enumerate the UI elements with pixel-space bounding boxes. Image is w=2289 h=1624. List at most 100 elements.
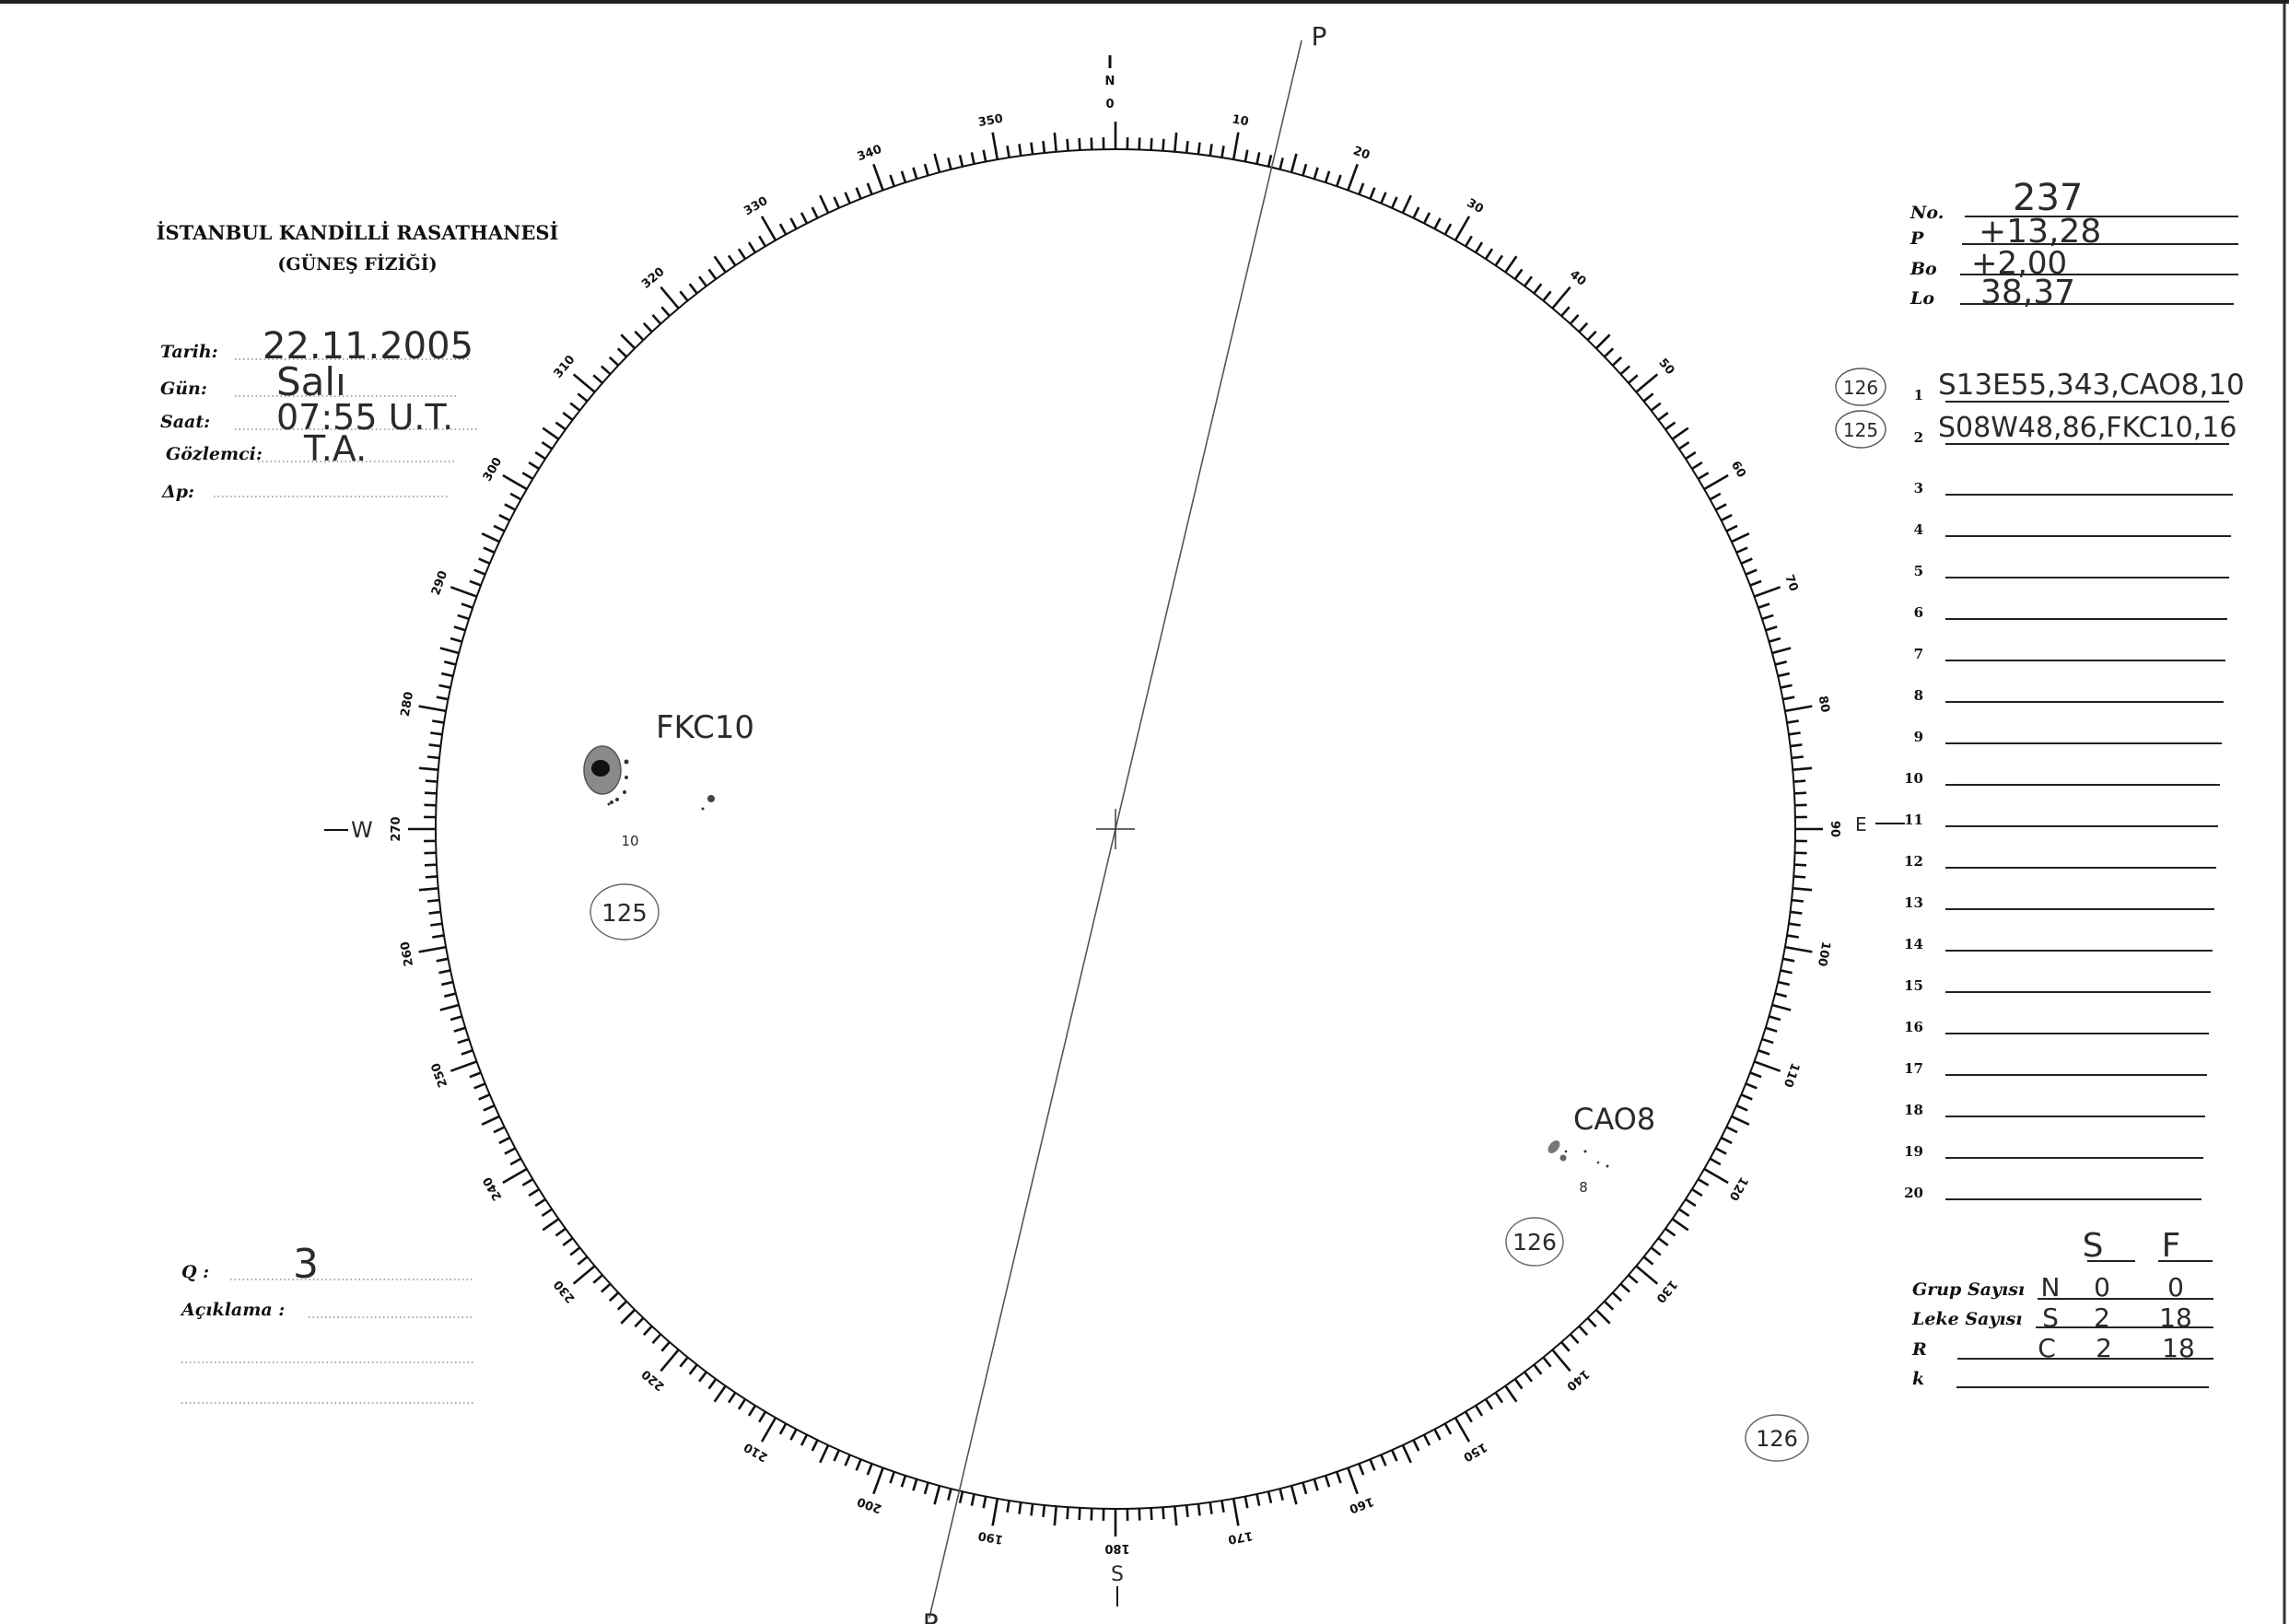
r-s[interactable]: 2	[2096, 1333, 2112, 1363]
scale-tick	[835, 197, 839, 208]
scale-tick	[1636, 1266, 1657, 1283]
scale-tick	[1455, 216, 1469, 240]
scale-tick	[494, 1127, 505, 1133]
p-axis-label-top: P	[1311, 21, 1326, 52]
scale-label: 140	[1563, 1366, 1591, 1393]
scale-label: 40	[1567, 268, 1589, 289]
scale-tick	[479, 1094, 490, 1099]
scale-tick	[503, 1169, 527, 1183]
r-prefix[interactable]: C	[2038, 1333, 2056, 1363]
scale-label: 90	[1828, 821, 1841, 837]
scale-tick	[578, 393, 587, 401]
scale-tick	[426, 876, 438, 877]
scale-tick	[438, 970, 450, 973]
quality-label: Q :	[181, 1262, 209, 1282]
scale-tick	[1673, 428, 1688, 439]
group-count-prefix[interactable]: N	[2041, 1272, 2061, 1303]
scale-label: 300	[481, 455, 506, 484]
scale-tick	[1455, 1418, 1469, 1442]
scale-tick	[868, 1464, 872, 1475]
scale-tick	[1043, 141, 1044, 153]
spot-count-prefix[interactable]: S	[2042, 1303, 2059, 1333]
group-list-row: 13	[1904, 894, 2214, 911]
scale-tick	[1613, 1292, 1622, 1301]
scale-tick	[510, 494, 520, 499]
r-f[interactable]: 18	[2162, 1333, 2195, 1363]
scale-tick	[1750, 581, 1761, 586]
spot-count-f[interactable]: 18	[2159, 1303, 2192, 1333]
spot-count-s[interactable]: 2	[2094, 1303, 2110, 1333]
scale-tick	[458, 615, 469, 619]
lo-value[interactable]: 38,37	[1980, 274, 2075, 311]
scale-tick	[1291, 1486, 1296, 1504]
scale-tick	[790, 218, 796, 228]
scale-tick	[1486, 1399, 1492, 1409]
scale-tick	[1588, 332, 1596, 340]
scale-label: 250	[429, 1061, 450, 1090]
scale-label: 150	[1461, 1440, 1489, 1465]
scale-tick	[1505, 1386, 1516, 1402]
group-count-f[interactable]: 0	[2167, 1272, 2184, 1303]
group-list-row: 11	[1904, 812, 2218, 828]
scale-tick	[543, 1219, 558, 1230]
quality-value[interactable]: 3	[293, 1241, 319, 1288]
scale-tick	[1794, 793, 1806, 794]
scale-tick	[902, 171, 905, 182]
scale-tick	[1543, 1358, 1550, 1367]
sunspot-group-label: CAO8	[1573, 1102, 1655, 1137]
scale-tick	[1486, 249, 1492, 259]
scale-tick	[652, 1334, 660, 1343]
scale-tick	[1704, 475, 1728, 489]
scale-tick	[1766, 1028, 1777, 1032]
scale-tick	[644, 323, 652, 333]
observer-value[interactable]: T.A.	[303, 428, 367, 469]
spot-count-note: 8	[1579, 1179, 1588, 1196]
scale-tick	[1793, 781, 1805, 782]
row-value[interactable]: S13E55,343,CAO8,10	[1938, 368, 2245, 402]
scale-tick	[1348, 164, 1357, 190]
scale-tick	[440, 1005, 459, 1010]
group-count-s[interactable]: 0	[2094, 1272, 2110, 1303]
row-number: 8	[1914, 687, 1923, 704]
spot-count-note: 10	[621, 833, 638, 849]
scale-tick	[1758, 1050, 1769, 1054]
scale-tick	[542, 1209, 552, 1216]
scale-tick	[1505, 256, 1516, 272]
scale-tick	[1552, 287, 1570, 309]
row-number: 12	[1904, 853, 1923, 870]
scale-tick	[450, 1061, 476, 1070]
scale-tick	[1766, 626, 1777, 630]
scale-tick	[1524, 1372, 1532, 1381]
row-value[interactable]: S08W48,86,FKC10,16	[1938, 412, 2236, 444]
scale-tick	[1613, 357, 1622, 366]
scale-tick	[427, 756, 439, 757]
scale-tick	[1686, 452, 1696, 459]
scale-tick	[960, 155, 963, 167]
scale-tick	[610, 357, 619, 366]
institution-title: İSTANBUL KANDİLLİ RASATHANESİ	[157, 221, 559, 244]
scale-tick	[1782, 959, 1794, 961]
scale-tick	[935, 154, 940, 172]
scale-label: 130	[1653, 1277, 1679, 1304]
scale-tick	[890, 175, 893, 186]
p-axis-label-bottom: P	[923, 1607, 939, 1624]
scale-tick	[1314, 1479, 1318, 1490]
scale-tick	[1031, 143, 1033, 155]
scale-tick	[1665, 1229, 1676, 1236]
scale-tick	[1186, 1505, 1187, 1517]
scale-tick	[1174, 133, 1176, 152]
scale-label: 70	[1781, 573, 1800, 593]
scale-tick	[1579, 1326, 1587, 1336]
quality-remarks: Q : 3 Açıklama :	[180, 1241, 474, 1403]
scale-tick	[812, 207, 818, 218]
row-number: 15	[1904, 977, 1923, 994]
day-label: Gün:	[160, 379, 207, 399]
bo-label: Bo	[1909, 259, 1937, 279]
scale-tick	[429, 912, 441, 914]
sunspot	[625, 776, 628, 779]
scale-label: 270	[390, 816, 403, 841]
scale-tick	[993, 1499, 998, 1526]
scale-tick	[1596, 1310, 1610, 1324]
scale-tick	[1710, 1159, 1720, 1164]
